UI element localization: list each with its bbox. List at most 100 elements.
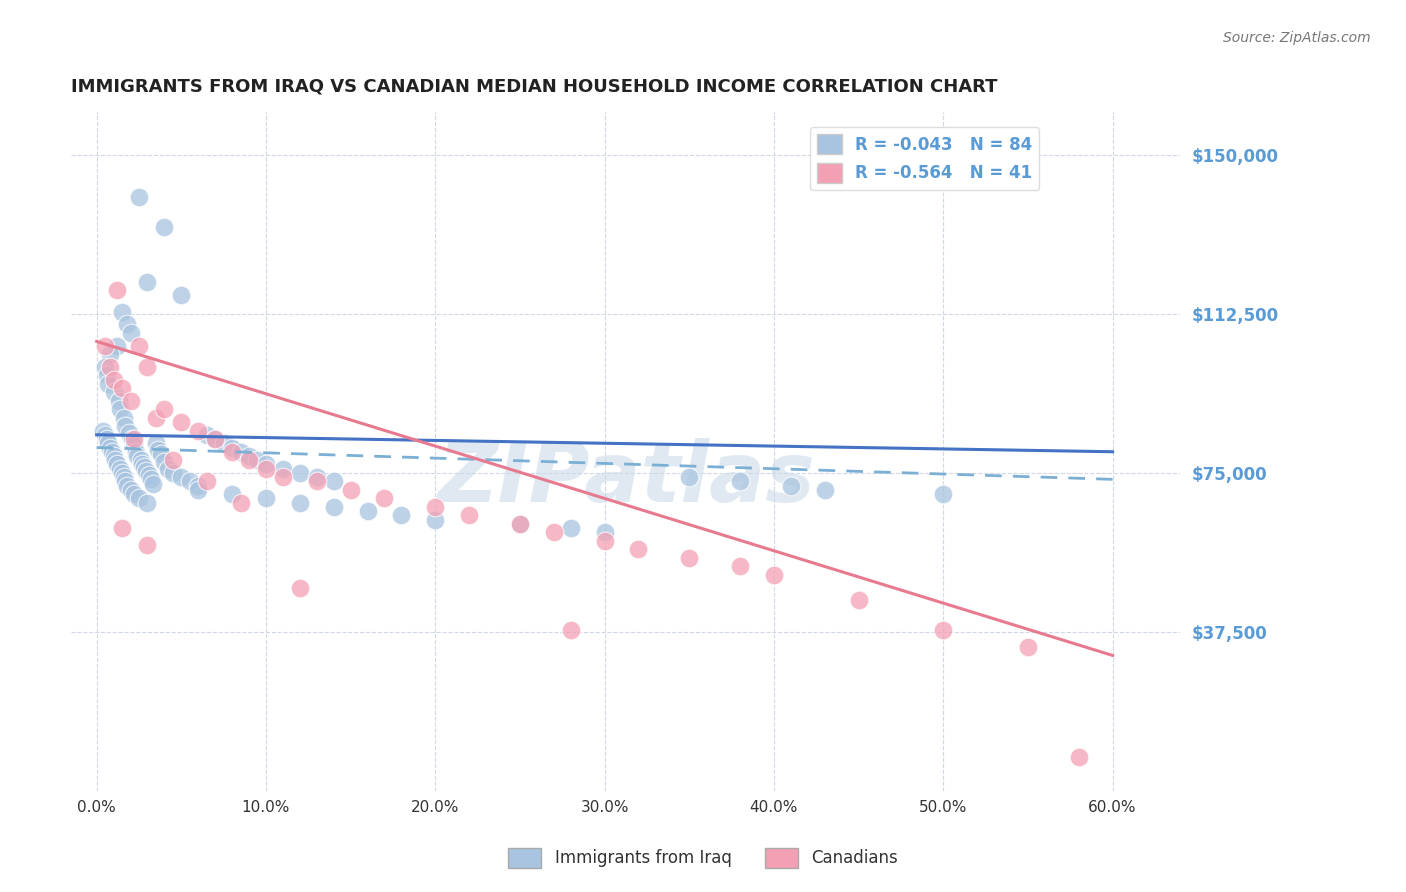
Point	[118, 425, 141, 440]
Text: ZIPatlas: ZIPatlas	[437, 438, 814, 519]
Point	[129, 453, 152, 467]
Point	[94, 339, 117, 353]
Point	[98, 441, 121, 455]
Point	[187, 424, 209, 438]
Point	[136, 538, 159, 552]
Point	[153, 219, 176, 234]
Point	[101, 444, 124, 458]
Point	[153, 455, 176, 469]
Point	[932, 623, 955, 637]
Point	[128, 339, 150, 353]
Point	[135, 464, 157, 478]
Point	[153, 402, 176, 417]
Point	[122, 487, 145, 501]
Point	[288, 496, 311, 510]
Point	[779, 479, 801, 493]
Point	[122, 432, 145, 446]
Point	[246, 453, 269, 467]
Point	[162, 466, 184, 480]
Point	[107, 393, 129, 408]
Point	[94, 427, 117, 442]
Legend: R = -0.043   N = 84, R = -0.564   N = 41: R = -0.043 N = 84, R = -0.564 N = 41	[810, 128, 1039, 190]
Point	[145, 436, 167, 450]
Point	[115, 318, 138, 332]
Point	[111, 521, 134, 535]
Point	[141, 476, 163, 491]
Point	[139, 472, 162, 486]
Point	[98, 347, 121, 361]
Point	[124, 444, 146, 458]
Point	[221, 444, 243, 458]
Point	[187, 479, 209, 493]
Point	[271, 470, 294, 484]
Point	[288, 466, 311, 480]
Point	[120, 326, 142, 340]
Point	[373, 491, 395, 506]
Point	[93, 424, 115, 438]
Point	[509, 516, 531, 531]
Point	[425, 500, 447, 514]
Point	[111, 381, 134, 395]
Point	[560, 623, 582, 637]
Point	[112, 470, 135, 484]
Point	[110, 402, 132, 417]
Point	[212, 436, 235, 450]
Point	[288, 581, 311, 595]
Point	[814, 483, 837, 497]
Point	[728, 559, 751, 574]
Point	[195, 427, 218, 442]
Point	[96, 432, 118, 446]
Point	[179, 475, 201, 489]
Text: IMMIGRANTS FROM IRAQ VS CANADIAN MEDIAN HOUSEHOLD INCOME CORRELATION CHART: IMMIGRANTS FROM IRAQ VS CANADIAN MEDIAN …	[72, 78, 998, 95]
Point	[1017, 640, 1039, 654]
Point	[254, 461, 277, 475]
Point	[322, 475, 344, 489]
Point	[509, 516, 531, 531]
Point	[627, 542, 650, 557]
Point	[128, 190, 150, 204]
Point	[97, 436, 120, 450]
Point	[221, 441, 243, 455]
Point	[195, 475, 218, 489]
Point	[425, 513, 447, 527]
Point	[339, 483, 361, 497]
Point	[132, 459, 155, 474]
Point	[1067, 750, 1090, 764]
Point	[105, 284, 128, 298]
Point	[105, 458, 128, 472]
Point	[114, 475, 136, 489]
Point	[103, 385, 125, 400]
Point	[322, 500, 344, 514]
Point	[146, 442, 169, 457]
Point	[170, 470, 193, 484]
Point	[543, 525, 565, 540]
Point	[128, 491, 150, 506]
Point	[593, 525, 616, 540]
Point	[94, 359, 117, 374]
Point	[103, 373, 125, 387]
Point	[112, 410, 135, 425]
Point	[458, 508, 481, 523]
Point	[229, 496, 252, 510]
Point	[127, 449, 149, 463]
Point	[96, 368, 118, 383]
Point	[187, 483, 209, 497]
Point	[131, 458, 153, 472]
Point	[104, 453, 127, 467]
Point	[156, 461, 179, 475]
Point	[391, 508, 413, 523]
Point	[932, 487, 955, 501]
Point	[121, 432, 143, 446]
Point	[254, 458, 277, 472]
Point	[105, 339, 128, 353]
Point	[305, 475, 328, 489]
Point	[136, 275, 159, 289]
Point	[762, 567, 785, 582]
Point	[111, 304, 134, 318]
Point	[238, 449, 260, 463]
Point	[114, 419, 136, 434]
Point	[305, 470, 328, 484]
Point	[170, 415, 193, 429]
Point	[136, 359, 159, 374]
Point	[678, 470, 700, 484]
